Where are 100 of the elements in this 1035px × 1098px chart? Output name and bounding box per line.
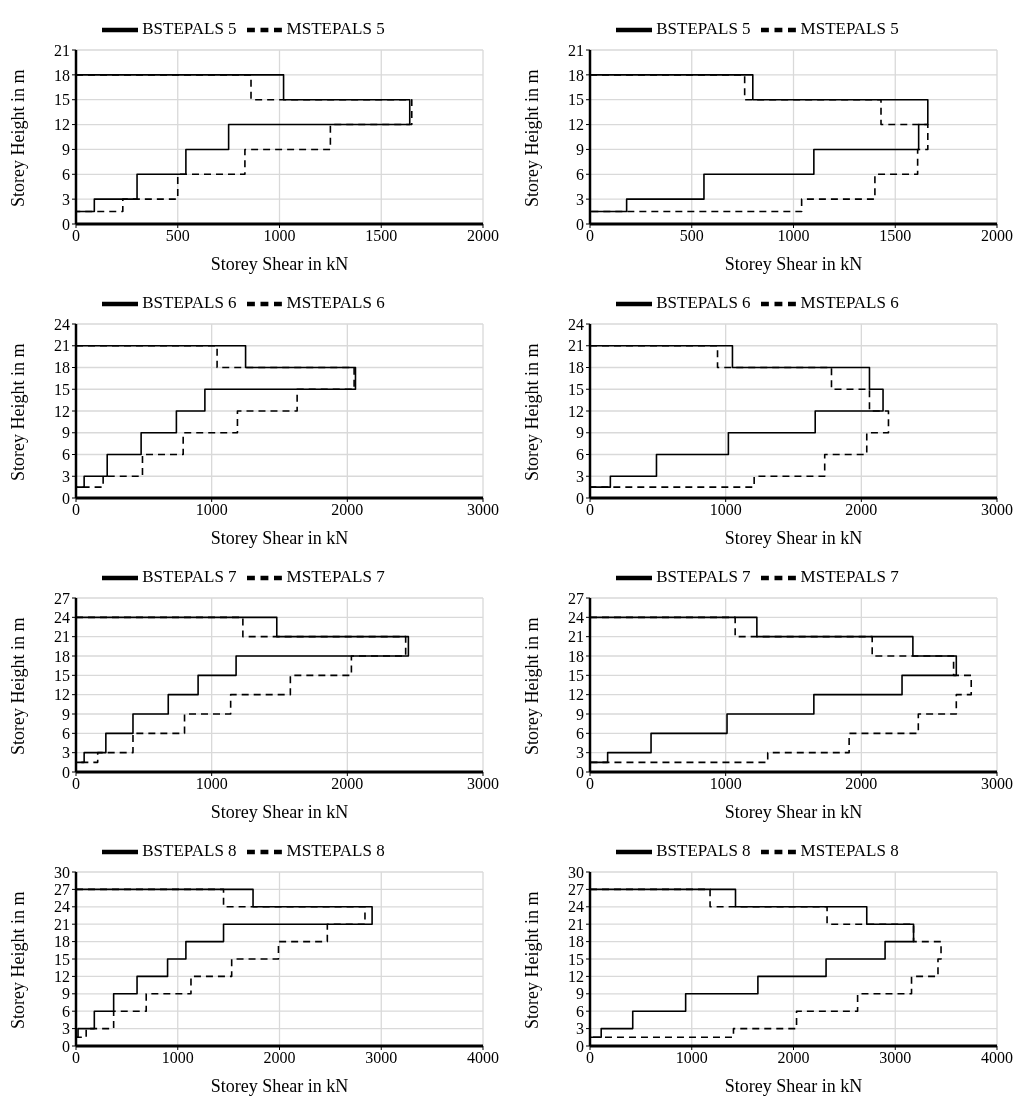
legend-label: MSTEPALS 8 [800,840,899,860]
y-tick-label: 18 [568,933,584,951]
y-tick-label: 12 [568,402,584,420]
legend-label: BSTEPALS 7 [142,566,237,586]
y-tick-label: 21 [54,628,70,646]
legend-label: BSTEPALS 8 [142,840,237,860]
y-tick-label: 3 [576,190,584,208]
y-tick-label: 9 [576,705,584,723]
y-axis-title: Storey Height in m [522,343,543,481]
x-axis-title: Storey Shear in kN [724,802,863,822]
y-tick-label: 30 [54,863,70,881]
x-axis-title: Storey Shear in kN [210,1076,349,1096]
y-tick-label: 21 [568,337,584,355]
y-tick-label: 15 [568,380,584,398]
y-tick-label: 3 [576,1020,584,1038]
x-tick-label: 3000 [467,775,499,793]
x-tick-label: 4000 [467,1049,499,1067]
y-axis-title: Storey Height in m [8,617,29,755]
y-tick-label: 21 [568,628,584,646]
x-tick-label: 1000 [777,227,810,245]
x-tick-label: 500 [679,227,704,245]
legend-label: MSTEPALS 6 [286,292,385,312]
y-tick-label: 6 [62,1002,70,1020]
x-axis-title: Storey Shear in kN [724,528,863,548]
y-tick-label: 6 [576,165,584,183]
y-tick-label: 0 [62,489,70,507]
legend-label: BSTEPALS 5 [142,18,237,38]
x-tick-label: 1500 [365,227,398,245]
x-tick-label: 4000 [981,1049,1013,1067]
y-tick-label: 27 [568,881,584,899]
y-tick-label: 21 [54,915,70,933]
legend-label: BSTEPALS 8 [656,840,751,860]
y-tick-label: 0 [62,215,70,233]
y-tick-label: 3 [62,1020,70,1038]
y-tick-label: 15 [54,667,70,685]
y-tick-label: 24 [568,315,584,333]
x-tick-label: 1000 [675,1049,708,1067]
x-tick-label: 2000 [263,1049,296,1067]
y-tick-label: 9 [62,141,70,159]
x-tick-label: 1000 [195,775,228,793]
legend-label: MSTEPALS 7 [286,566,385,586]
y-tick-label: 18 [54,359,70,377]
y-tick-label: 18 [568,66,584,84]
y-axis-title: Storey Height in m [522,617,543,755]
y-tick-label: 12 [54,116,70,134]
legend-label: MSTEPALS 5 [286,18,385,38]
legend-label: MSTEPALS 5 [800,18,899,38]
x-tick-label: 2000 [981,227,1013,245]
y-tick-label: 18 [54,647,70,665]
y-tick-label: 12 [54,968,70,986]
y-tick-label: 24 [54,609,70,627]
x-axis-title: Storey Shear in kN [724,254,863,274]
legend-label: MSTEPALS 8 [286,840,385,860]
x-tick-label: 1000 [195,501,228,519]
y-tick-label: 0 [576,489,584,507]
y-tick-label: 9 [62,424,70,442]
y-tick-label: 0 [576,215,584,233]
y-tick-label: 15 [54,91,70,109]
y-tick-label: 12 [568,686,584,704]
y-tick-label: 27 [54,589,70,607]
x-tick-label: 2000 [331,501,364,519]
y-tick-label: 27 [54,881,70,899]
x-tick-label: 500 [165,227,190,245]
y-tick-label: 24 [54,315,70,333]
y-tick-label: 0 [576,763,584,781]
x-tick-label: 2000 [845,775,878,793]
legend-label: BSTEPALS 5 [656,18,751,38]
y-axis-title: Storey Height in m [522,69,543,207]
y-tick-label: 24 [568,898,584,916]
y-tick-label: 0 [576,1037,584,1055]
legend-label: BSTEPALS 6 [656,292,751,312]
x-tick-label: 1000 [709,775,742,793]
y-tick-label: 3 [576,467,584,485]
y-tick-label: 9 [62,985,70,1003]
y-tick-label: 24 [568,609,584,627]
x-axis-title: Storey Shear in kN [210,528,349,548]
x-tick-label: 1000 [161,1049,194,1067]
x-tick-label: 1500 [879,227,912,245]
x-tick-label: 1000 [709,501,742,519]
x-axis-title: Storey Shear in kN [210,802,349,822]
legend-label: BSTEPALS 7 [656,566,751,586]
y-tick-label: 30 [568,863,584,881]
legend-label: MSTEPALS 7 [800,566,899,586]
y-axis-title: Storey Height in m [522,891,543,1029]
y-axis-title: Storey Height in m [8,69,29,207]
x-axis-title: Storey Shear in kN [210,254,349,274]
y-tick-label: 18 [54,66,70,84]
x-tick-label: 2000 [777,1049,810,1067]
y-tick-label: 6 [576,1002,584,1020]
y-tick-label: 21 [54,41,70,59]
y-tick-label: 6 [576,446,584,464]
y-tick-label: 12 [568,116,584,134]
y-tick-label: 6 [62,165,70,183]
y-tick-label: 15 [54,950,70,968]
y-tick-label: 21 [568,915,584,933]
y-tick-label: 9 [576,985,584,1003]
y-tick-label: 9 [576,424,584,442]
y-tick-label: 6 [62,725,70,743]
x-tick-label: 3000 [981,775,1013,793]
x-tick-label: 2000 [331,775,364,793]
